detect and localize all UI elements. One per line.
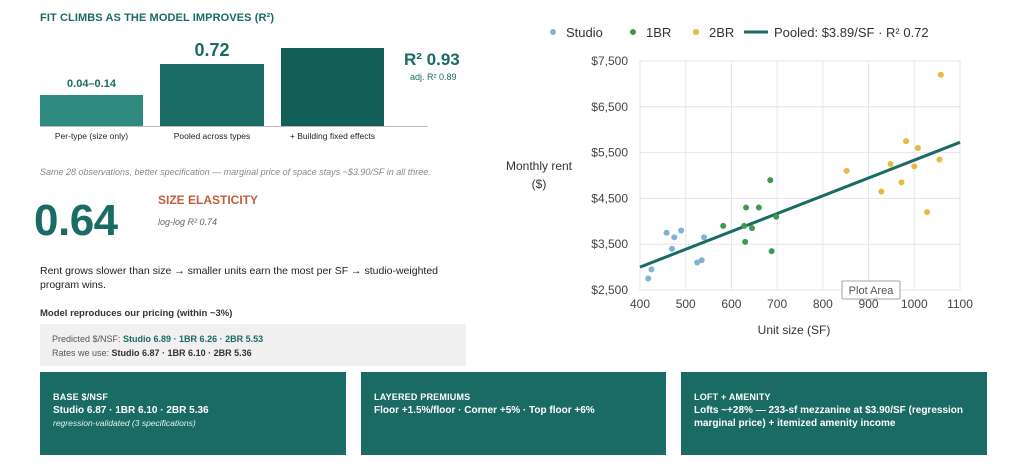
predicted-label: Predicted $/NSF: [52, 334, 121, 344]
data-point-1br[interactable] [742, 238, 749, 245]
r2-value: R² 0.93 [404, 50, 460, 69]
card-layered-premiums: LAYERED PREMIUMS Floor +1.5%/floor · Cor… [361, 372, 666, 455]
x-tick-label: 900 [859, 297, 879, 311]
y-axis-label-unit: ($) [532, 177, 547, 191]
spec-note: Same 28 observations, better specificati… [40, 167, 431, 177]
legend-label: 2BR [709, 25, 734, 40]
y-tick-label: $5,500 [591, 146, 628, 160]
data-point-studio[interactable] [678, 227, 685, 234]
data-point-1br[interactable] [768, 248, 775, 255]
tooltip-text: Plot Area [849, 285, 895, 297]
legend-marker [630, 29, 636, 35]
fit-bar [281, 48, 384, 126]
fit-bar [40, 95, 143, 126]
x-tick-label: 800 [813, 297, 833, 311]
y-tick-label: $4,500 [591, 191, 628, 205]
card-base-nsf: BASE $/NSF Studio 6.87 · 1BR 6.10 · 2BR … [40, 372, 346, 455]
data-point-1br[interactable] [749, 225, 755, 232]
repro-title: Model reproduces our pricing (within ~3%… [40, 308, 233, 319]
x-tick-label: 400 [630, 297, 650, 311]
data-point-studio[interactable] [701, 234, 707, 241]
x-axis-label: Unit size (SF) [758, 323, 831, 337]
fit-chart-axis [40, 126, 428, 127]
predicted-row: Predicted $/NSF: Studio 6.89 · 1BR 6.26 … [52, 334, 263, 344]
data-point-studio[interactable] [671, 234, 678, 241]
fit-bar-label: + Building fixed effects [289, 131, 376, 141]
card-title: LOFT + AMENITY [694, 392, 771, 402]
y-tick-label: $3,500 [591, 237, 628, 251]
data-point-2br[interactable] [924, 209, 931, 216]
card-body: Studio 6.87 · 1BR 6.10 · 2BR 5.36 [53, 405, 209, 416]
repro-box: Predicted $/NSF: Studio 6.89 · 1BR 6.26 … [40, 324, 466, 366]
data-point-1br[interactable] [767, 177, 774, 184]
y-tick-label: $6,500 [591, 100, 628, 114]
data-point-2br[interactable] [911, 163, 918, 170]
data-point-1br[interactable] [773, 213, 780, 220]
rates-label: Rates we use: [52, 348, 110, 358]
data-point-studio[interactable] [648, 266, 655, 273]
plot-area[interactable] [639, 60, 961, 291]
y-tick-label: $2,500 [591, 283, 628, 297]
data-point-2br[interactable] [878, 188, 885, 195]
data-point-2br[interactable] [936, 156, 943, 163]
elasticity-label: SIZE ELASTICITY [158, 193, 259, 207]
data-point-studio[interactable] [645, 275, 652, 282]
legend-marker [550, 29, 556, 35]
elasticity-value: 0.64 [34, 196, 118, 245]
rent-explanation: Rent grows slower than size → smaller un… [40, 265, 439, 291]
data-point-2br[interactable] [914, 145, 921, 152]
fit-bar-value: 0.72 [194, 40, 230, 60]
card-title: BASE $/NSF [53, 392, 109, 402]
pooled-fit-line [639, 140, 961, 269]
predicted-value: Studio 6.89 · 1BR 6.26 · 2BR 5.53 [123, 334, 264, 344]
fit-chart-title: FIT CLIMBS AS THE MODEL IMPROVES (R²) [40, 12, 275, 24]
legend-label: 1BR [646, 25, 671, 40]
data-point-2br[interactable] [887, 161, 894, 168]
elasticity-sub: log-log R² 0.74 [158, 217, 218, 227]
x-tick-label: 600 [721, 297, 741, 311]
fit-bar-label: Per-type (size only) [54, 131, 129, 141]
x-tick-label: 1100 [947, 297, 973, 311]
card-body: Floor +1.5%/floor · Corner +5% · Top flo… [374, 405, 595, 416]
data-point-2br[interactable] [903, 138, 910, 145]
data-point-studio[interactable] [663, 229, 670, 236]
data-point-1br[interactable] [755, 204, 762, 211]
legend-label: Studio [566, 25, 603, 40]
card-title: LAYERED PREMIUMS [374, 392, 471, 402]
left-panel: FIT CLIMBS AS THE MODEL IMPROVES (R²) 0.… [0, 0, 480, 370]
y-tick-label: $7,500 [591, 54, 628, 68]
data-point-2br[interactable] [898, 179, 905, 186]
x-tick-label: 700 [767, 297, 787, 311]
card-body: Lofts ~+28% — 233-sf mezzanine at $3.90/… [694, 405, 963, 429]
tooltip-box [841, 280, 901, 300]
data-point-1br[interactable] [743, 204, 750, 211]
x-tick-label: 1000 [901, 297, 928, 311]
card-loft-amenity: LOFT + AMENITY Lofts ~+28% — 233-sf mezz… [681, 372, 987, 455]
data-point-2br[interactable] [843, 167, 850, 174]
fit-bar-value: 0.04–0.14 [67, 78, 116, 90]
fit-bar [160, 64, 264, 126]
data-point-studio[interactable] [669, 245, 675, 252]
legend-label: Pooled: $3.89/SF · R² 0.72 [774, 25, 929, 40]
data-point-studio[interactable] [698, 257, 705, 264]
legend-marker [693, 29, 699, 35]
y-axis-label: Monthly rent [506, 159, 573, 173]
card-sub: regression-validated (3 specifications) [53, 418, 196, 428]
data-point-2br[interactable] [937, 71, 944, 78]
data-point-1br[interactable] [741, 222, 748, 229]
data-point-1br[interactable] [720, 222, 727, 229]
rates-row: Rates we use: Studio 6.87 · 1BR 6.10 · 2… [52, 348, 252, 358]
x-tick-label: 500 [676, 297, 696, 311]
rates-value: Studio 6.87 · 1BR 6.10 · 2BR 5.36 [111, 348, 252, 358]
data-point-studio[interactable] [694, 259, 701, 266]
scatter-chart[interactable]: 400 500 600 700 800 900 1000 1100 $2,500 $3,500 $4… [0, 0, 1024, 370]
r2-adjusted: adj. R² 0.89 [410, 72, 457, 82]
fit-bar-label: Pooled across types [173, 131, 251, 141]
